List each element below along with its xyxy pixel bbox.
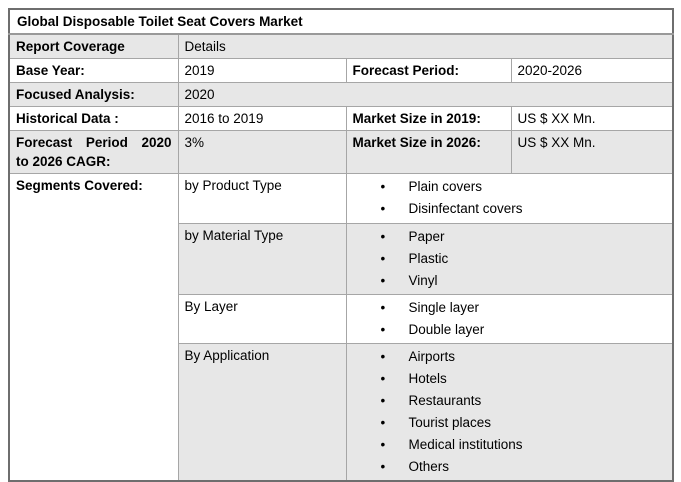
market-size-2026-value: US $ XX Mn.: [510, 130, 674, 174]
list-item-label: Plastic: [408, 251, 449, 266]
list-item: • Double layer: [353, 319, 667, 341]
bullet-icon: •: [380, 349, 386, 364]
list-item-label: Vinyl: [408, 273, 438, 288]
segment-items-application: • Airports • Hotels • Restaurants • Tourist …: [345, 343, 674, 482]
bullet-icon: •: [380, 371, 386, 386]
list-item: • Plain covers: [353, 176, 667, 198]
list-item: • Single layer: [353, 297, 667, 319]
table-title: Global Disposable Toilet Seat Covers Mar…: [8, 8, 674, 35]
table-row: Base Year: 2019 Forecast Period: 2020-20…: [8, 58, 674, 83]
bullet-icon: •: [380, 251, 386, 266]
base-year-label: Base Year:: [8, 58, 179, 83]
table-row: Report Coverage Details: [8, 33, 674, 59]
bullet-icon: •: [380, 201, 386, 216]
segment-group-application: By Application: [177, 343, 347, 482]
bullet-list: • Single layer • Double layer: [353, 297, 667, 341]
table-row: Forecast Period 2020 to 2026 CAGR: 3% Ma…: [8, 130, 674, 174]
list-item: • Medical institutions: [353, 434, 667, 456]
bullet-list: • Plain covers • Disinfectant covers: [353, 176, 667, 220]
list-item: • Airports: [353, 346, 667, 368]
bullet-icon: •: [380, 437, 386, 452]
list-item-label: Others: [408, 459, 450, 474]
list-item: • Hotels: [353, 368, 667, 390]
list-item-label: Paper: [408, 229, 445, 244]
segment-items-product-type: • Plain covers • Disinfectant covers: [345, 173, 674, 224]
list-item-label: Medical institutions: [408, 437, 523, 452]
segment-items-material-type: • Paper • Plastic • Vinyl: [345, 223, 674, 295]
bullet-icon: •: [380, 415, 386, 430]
list-item-label: Disinfectant covers: [408, 201, 523, 216]
market-size-2019-value: US $ XX Mn.: [510, 106, 674, 131]
focused-analysis-label: Focused Analysis:: [8, 82, 179, 107]
report-coverage-label: Report Coverage: [8, 33, 179, 59]
table-row: Segments Covered: by Product Type • Plain…: [8, 173, 674, 482]
table-row: Global Disposable Toilet Seat Covers Mar…: [8, 8, 674, 35]
table-row: By Application • Airports • Hotels • Restau…: [9, 343, 674, 482]
forecast-period-label: Forecast Period:: [345, 58, 512, 83]
table-row: By Layer • Single layer • Double layer: [9, 294, 674, 344]
list-item-label: Restaurants: [408, 393, 482, 408]
bullet-icon: •: [380, 459, 386, 474]
cagr-label: Forecast Period 2020 to 2026 CAGR:: [8, 130, 179, 174]
bullet-icon: •: [380, 322, 386, 337]
segment-items-layer: • Single layer • Double layer: [345, 294, 674, 344]
table-row: by Material Type • Paper • Plastic • Vinyl: [9, 223, 674, 295]
cagr-value: 3%: [177, 130, 347, 174]
list-item: • Others: [353, 456, 667, 478]
bullet-icon: •: [380, 273, 386, 288]
list-item-label: Tourist places: [408, 415, 492, 430]
focused-analysis-value: 2020: [177, 82, 674, 107]
cagr-label-line1: Forecast Period 2020: [16, 135, 172, 150]
list-item: • Tourist places: [353, 412, 667, 434]
segment-group-product-type: by Product Type: [177, 173, 347, 224]
segment-group-layer: By Layer: [177, 294, 347, 344]
report-coverage-value: Details: [177, 33, 674, 59]
list-item: • Restaurants: [353, 390, 667, 412]
list-item: • Vinyl: [353, 270, 667, 292]
bullet-icon: •: [380, 179, 386, 194]
market-size-2026-label: Market Size in 2026:: [345, 130, 512, 174]
bullet-icon: •: [380, 300, 386, 315]
list-item: • Disinfectant covers: [353, 198, 667, 220]
list-item: • Paper: [353, 226, 667, 248]
bullet-icon: •: [380, 229, 386, 244]
cagr-label-line2: to 2026 CAGR:: [16, 154, 111, 169]
list-item-label: Airports: [408, 349, 456, 364]
bullet-list: • Airports • Hotels • Restaurants • Tourist …: [353, 346, 667, 478]
historical-data-value: 2016 to 2019: [177, 106, 347, 131]
bullet-list: • Paper • Plastic • Vinyl: [353, 226, 667, 292]
list-item-label: Double layer: [408, 322, 485, 337]
historical-data-label: Historical Data :: [8, 106, 179, 131]
list-item: • Plastic: [353, 248, 667, 270]
table-row: Historical Data : 2016 to 2019 Market Si…: [8, 106, 674, 131]
base-year-value: 2019: [177, 58, 347, 83]
market-size-2019-label: Market Size in 2019:: [345, 106, 512, 131]
list-item-label: Hotels: [408, 371, 447, 386]
report-scope-table: Global Disposable Toilet Seat Covers Mar…: [8, 8, 675, 482]
list-item-label: Single layer: [408, 300, 480, 315]
forecast-period-value: 2020-2026: [510, 58, 674, 83]
segments-covered-label: Segments Covered:: [8, 173, 179, 482]
segment-group-material-type: by Material Type: [177, 223, 347, 295]
list-item-label: Plain covers: [408, 179, 483, 194]
bullet-icon: •: [380, 393, 386, 408]
table-row: Focused Analysis: 2020: [8, 82, 674, 107]
